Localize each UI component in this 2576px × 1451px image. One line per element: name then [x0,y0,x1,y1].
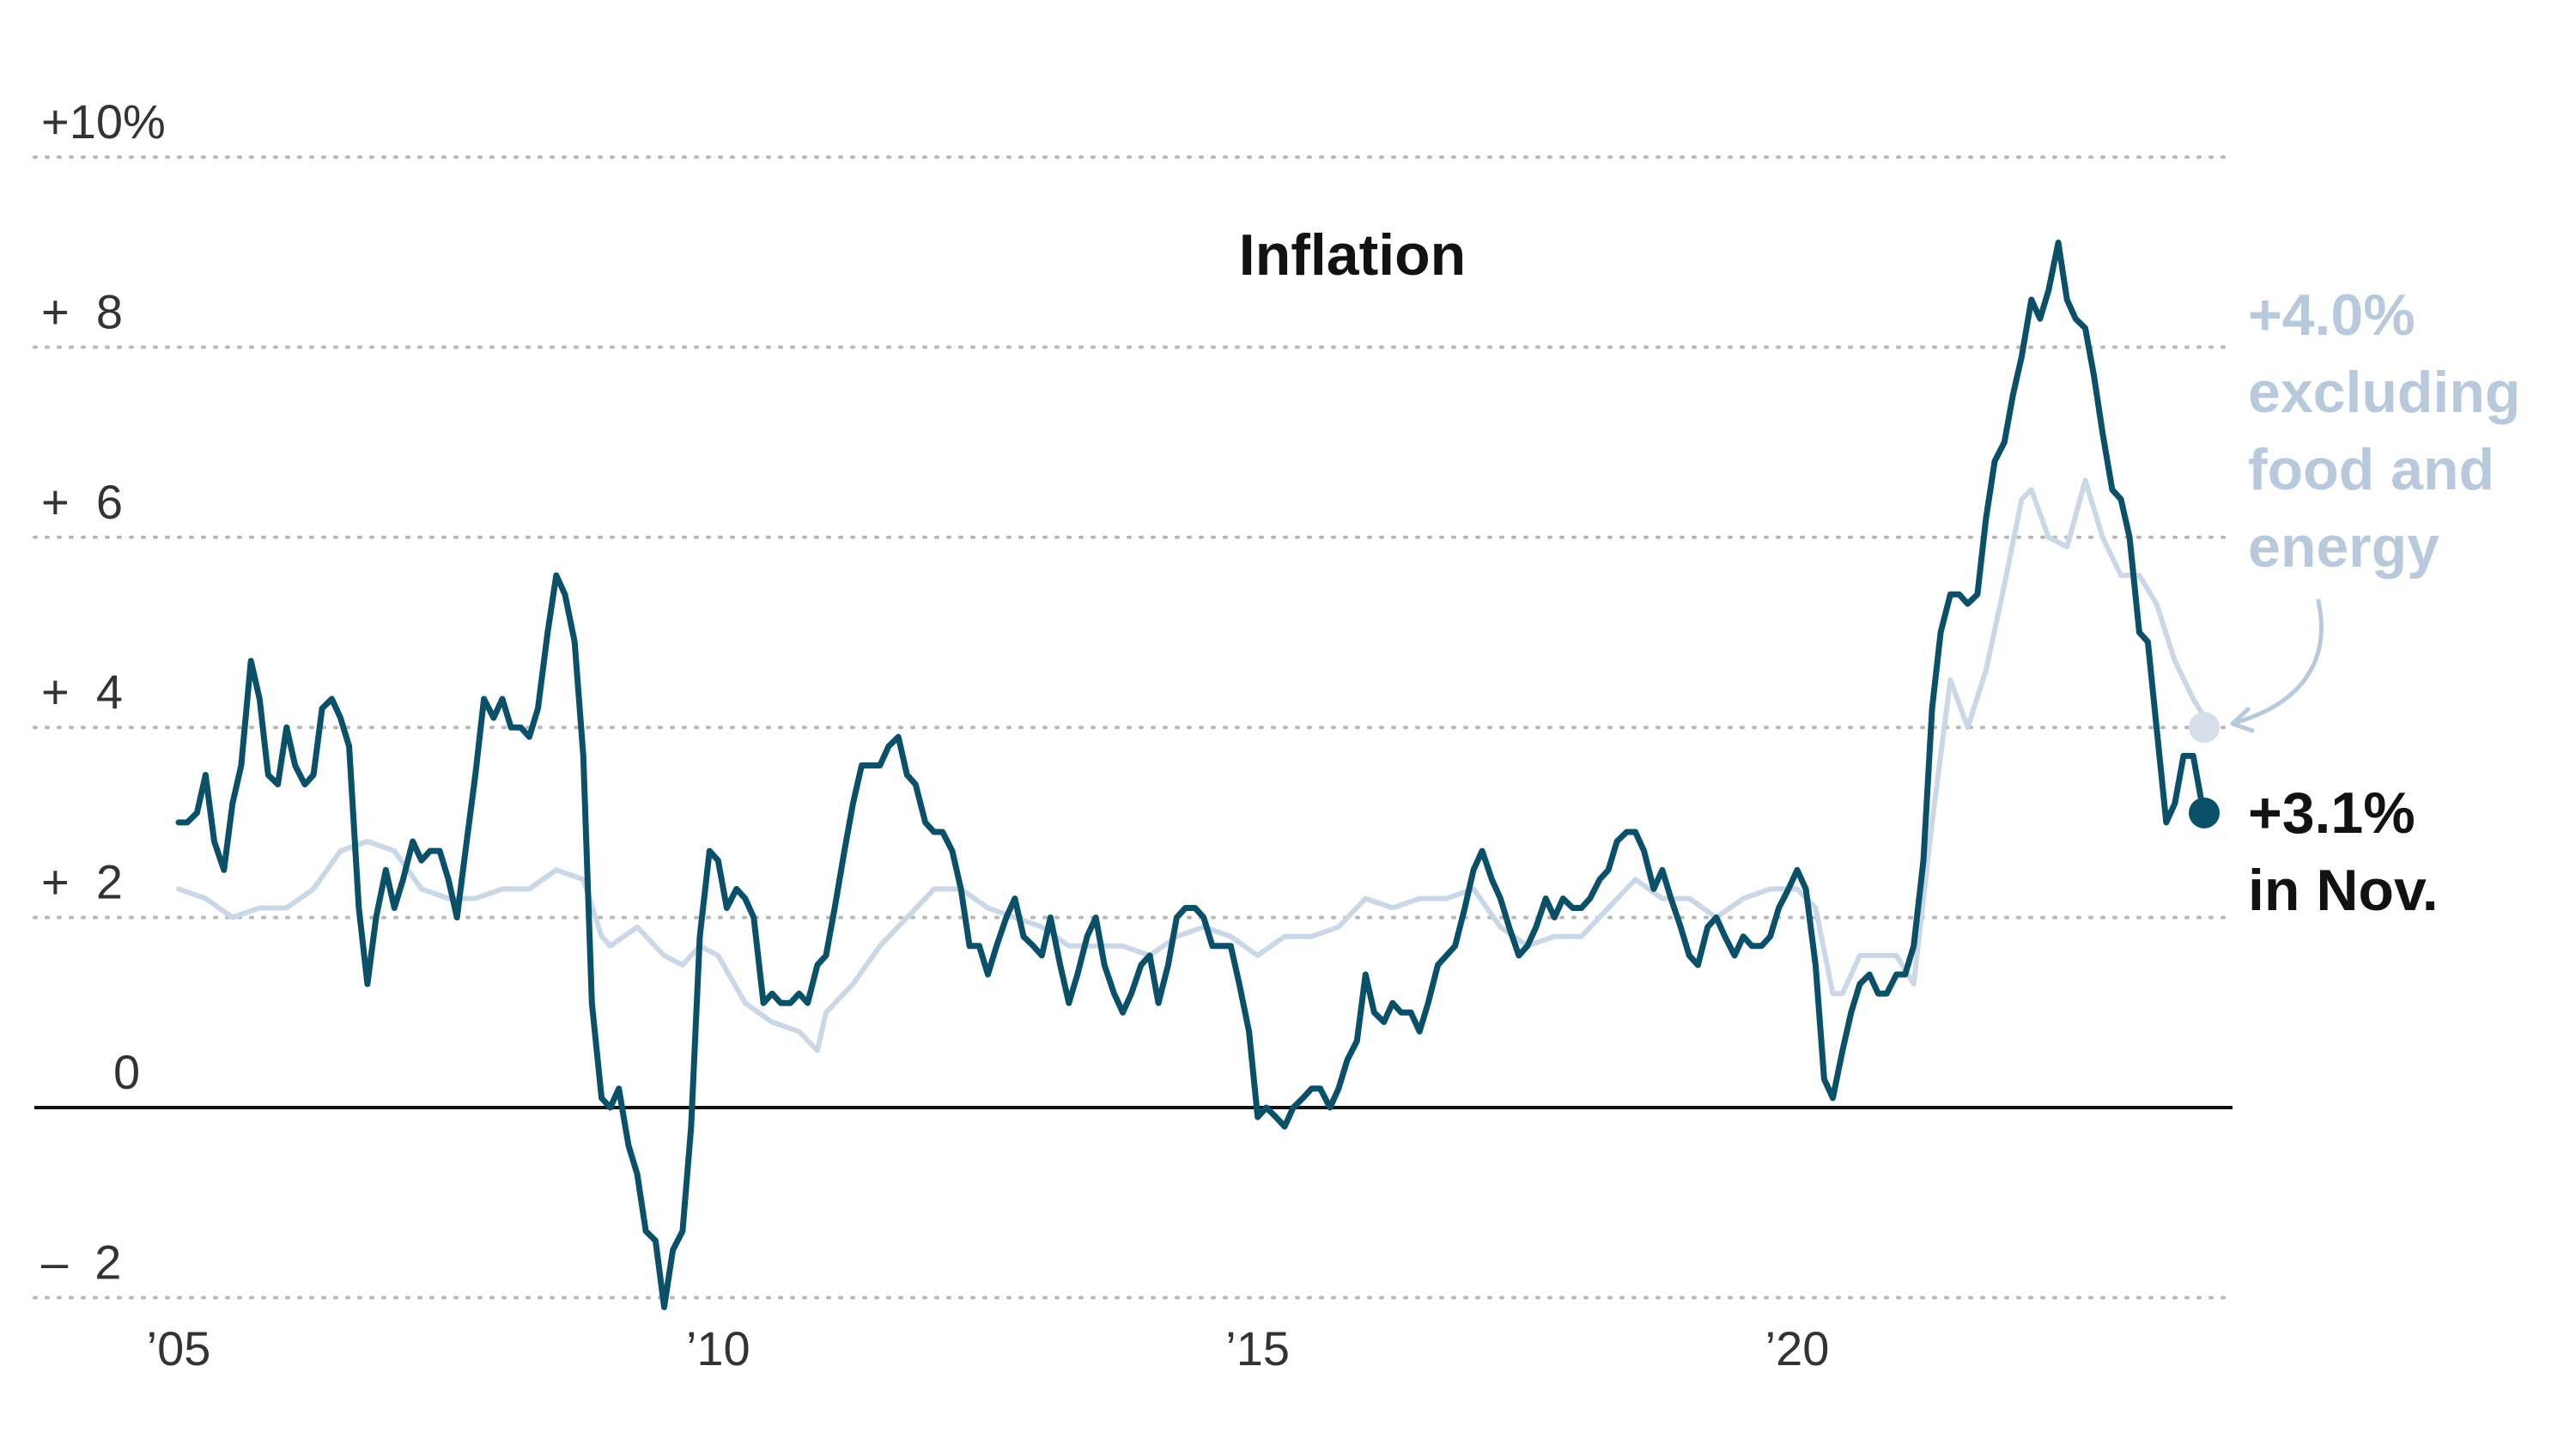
headline-annotation-line: in Nov. [2248,858,2439,923]
y-tick-label: + 4 [41,665,123,719]
y-tick-label: +10% [41,94,166,149]
x-tick-label: ’15 [1225,1321,1290,1375]
headline-end-dot [2189,798,2220,829]
x-tick-label: ’20 [1765,1321,1830,1375]
y-tick-label: 0 [113,1045,140,1099]
y-tick-label: – 2 [41,1235,121,1289]
core-annotation-line: excluding [2248,360,2520,425]
y-tick-label: + 2 [41,855,123,909]
core-end-dot [2189,712,2220,743]
core-annotation-line: +4.0% [2248,282,2415,348]
x-tick-label: ’05 [147,1321,211,1375]
chart-title: Inflation [1239,222,1466,288]
y-tick-label: + 6 [41,475,123,529]
x-tick-label: ’10 [686,1321,750,1375]
headline-series-line [179,243,2210,1308]
x-axis-ticks: ’05 ’10 ’15 ’20 [147,1321,1830,1375]
y-tick-label: + 8 [41,284,123,338]
y-axis-ticks: +10% + 8 + 6 + 4 + 2 0 – 2 [41,94,166,1289]
core-annotation-line: food and [2248,437,2494,502]
series-lines [179,243,2210,1308]
headline-annotation-line: +3.1% [2248,780,2415,846]
end-annotations: +4.0% excluding food and energy +3.1% in Nov. [2189,282,2520,923]
annotation-arrow [2234,601,2321,723]
gridlines [34,157,2233,1297]
core-annotation-line: energy [2248,514,2439,580]
